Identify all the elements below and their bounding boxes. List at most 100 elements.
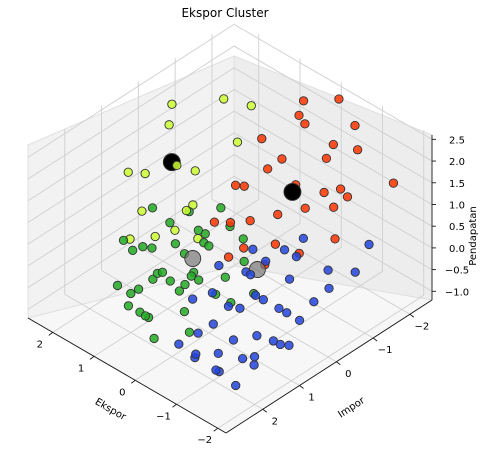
green-point (140, 311, 151, 321)
blue-point (324, 283, 334, 293)
green-point (165, 218, 175, 228)
blue-point (231, 380, 241, 391)
blue-point (323, 265, 333, 275)
blue-point (258, 295, 268, 305)
x-tick-label: −1 (156, 411, 171, 422)
blue-point (284, 274, 295, 284)
x-tick (213, 427, 219, 432)
y-tick (299, 385, 304, 389)
yellow-point (167, 99, 177, 109)
y-tick-label: −2 (415, 321, 430, 332)
blue-point (282, 308, 292, 318)
green-point (193, 225, 203, 235)
red-point (277, 154, 287, 164)
red-point (263, 164, 273, 174)
x-tick-label: 2 (37, 339, 43, 350)
y-tick (336, 361, 341, 366)
blue-point (261, 256, 271, 266)
red-point (239, 243, 249, 253)
y-tick (262, 408, 268, 413)
y-tick (372, 337, 378, 342)
blue-point (298, 233, 309, 244)
blue-point (249, 352, 260, 362)
blue-point (188, 294, 198, 304)
blue-point (213, 348, 223, 359)
red-point (239, 181, 249, 191)
y-grid-line (64, 129, 264, 410)
blue-point (350, 267, 360, 277)
red-point (321, 153, 332, 164)
blue-point (279, 245, 290, 255)
yellow-point (246, 101, 256, 111)
y-tick (409, 313, 415, 318)
blue-point (193, 328, 203, 338)
z-tick-label: −0.5 (445, 266, 469, 277)
blue-point (248, 244, 258, 254)
x-tick (172, 403, 177, 408)
blue-point (291, 251, 302, 262)
yellow-point (232, 137, 243, 147)
z-tick-label: 0.5 (449, 222, 465, 233)
x-tick (48, 332, 54, 336)
blue-point (214, 260, 224, 271)
blue-point (207, 288, 218, 298)
z-grid-line (27, 45, 433, 180)
green-point (157, 267, 168, 277)
blue-point (252, 331, 262, 341)
yellow-point (170, 225, 180, 235)
y-grid-line (101, 105, 300, 386)
yellow-point (219, 94, 229, 104)
red-point (294, 110, 304, 121)
x-axis-line (27, 317, 227, 434)
green-point (220, 272, 230, 282)
blue-point (284, 340, 294, 350)
green-point (170, 239, 181, 249)
red-point (209, 217, 220, 227)
z-grid-line (27, 88, 433, 223)
green-point (184, 327, 195, 337)
red-point (330, 234, 340, 244)
x-axis-label: Ekspor (93, 397, 129, 424)
blue-point (237, 353, 248, 364)
z-grid-line (27, 110, 433, 245)
yellow-point (150, 231, 160, 242)
cluster-center (184, 250, 202, 267)
axis-lines (27, 135, 433, 434)
z-grid-line (27, 23, 433, 158)
red-point (298, 96, 309, 106)
green-point (238, 234, 248, 244)
red-point (257, 134, 267, 144)
red-point (273, 209, 283, 220)
y-grid-line (174, 58, 374, 339)
blue-point (309, 297, 319, 307)
green-point (194, 275, 204, 285)
green-point (179, 306, 190, 317)
red-point (300, 119, 310, 129)
y-axis-label: Impor (336, 395, 367, 421)
x-grid-line (135, 82, 342, 381)
green-point (216, 203, 226, 213)
y-tick-label: −1 (378, 345, 393, 356)
x-tick (89, 355, 95, 360)
z-tick-label: 2.0 (449, 157, 465, 168)
red-point (352, 145, 363, 155)
x-grid-line (217, 130, 425, 429)
red-point (388, 178, 399, 188)
z-tick-label: 0.0 (449, 244, 465, 255)
green-point (149, 333, 159, 344)
y-tick-label: 1 (308, 393, 314, 404)
z-grid-line (27, 154, 433, 288)
green-point (118, 235, 129, 245)
y-tick-label: 2 (272, 416, 278, 427)
green-point (133, 284, 144, 294)
chart-title: Ekspor Cluster (181, 6, 268, 20)
z-tick-label: 1.0 (449, 200, 465, 211)
red-point (319, 187, 329, 198)
blue-point (211, 365, 221, 375)
data-points (112, 94, 399, 391)
axis-ticks: 2 1 0 −1 −2 −2 −1 0 1 2 −1.0 −0.5 0.0 0.5 1.0 1.5 2.0 2.5 (37, 135, 470, 446)
z-tick-label: 1.5 (449, 179, 465, 190)
blue-point (249, 360, 259, 370)
blue-point (191, 349, 201, 359)
